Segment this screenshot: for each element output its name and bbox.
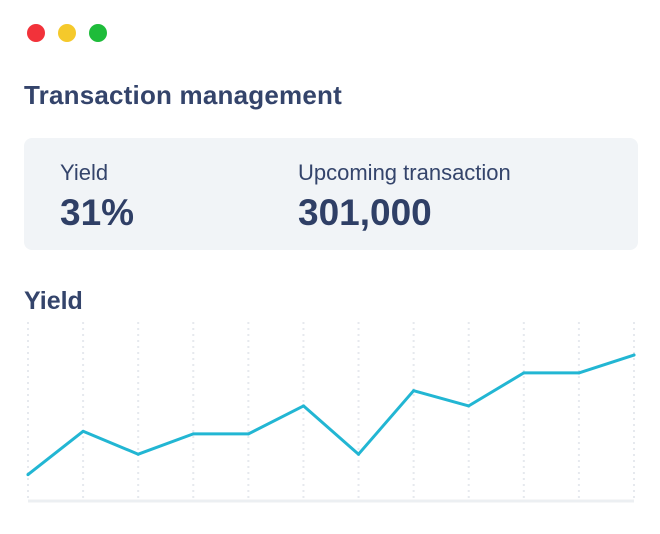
- chart-title: Yield: [24, 287, 83, 315]
- yield-series-line: [26, 353, 636, 477]
- yield-data-point: [577, 371, 581, 375]
- maximize-window-button[interactable]: [89, 24, 107, 42]
- yield-data-point: [632, 353, 636, 357]
- upcoming-transaction-stat: Upcoming transaction 301,000: [298, 160, 511, 234]
- stats-card: Yield 31% Upcoming transaction 301,000: [24, 138, 638, 250]
- yield-data-point: [81, 429, 85, 433]
- page-title: Transaction management: [24, 80, 342, 110]
- yield-stat: Yield 31%: [60, 160, 134, 234]
- yield-label: Yield: [60, 160, 109, 185]
- yield-data-point: [246, 432, 250, 436]
- close-window-button[interactable]: [27, 24, 45, 42]
- upcoming-transaction-value: 301,000: [298, 192, 432, 233]
- yield-data-point: [467, 404, 471, 408]
- upcoming-transaction-label: Upcoming transaction: [298, 160, 511, 185]
- yield-data-point: [412, 389, 416, 393]
- yield-data-point: [191, 432, 195, 436]
- minimize-window-button[interactable]: [58, 24, 76, 42]
- yield-data-point: [136, 452, 140, 456]
- window-controls: [27, 24, 107, 42]
- yield-data-point: [26, 473, 30, 477]
- yield-data-point: [522, 371, 526, 375]
- yield-data-point: [301, 404, 305, 408]
- yield-data-point: [357, 452, 361, 456]
- yield-value: 31%: [60, 192, 135, 233]
